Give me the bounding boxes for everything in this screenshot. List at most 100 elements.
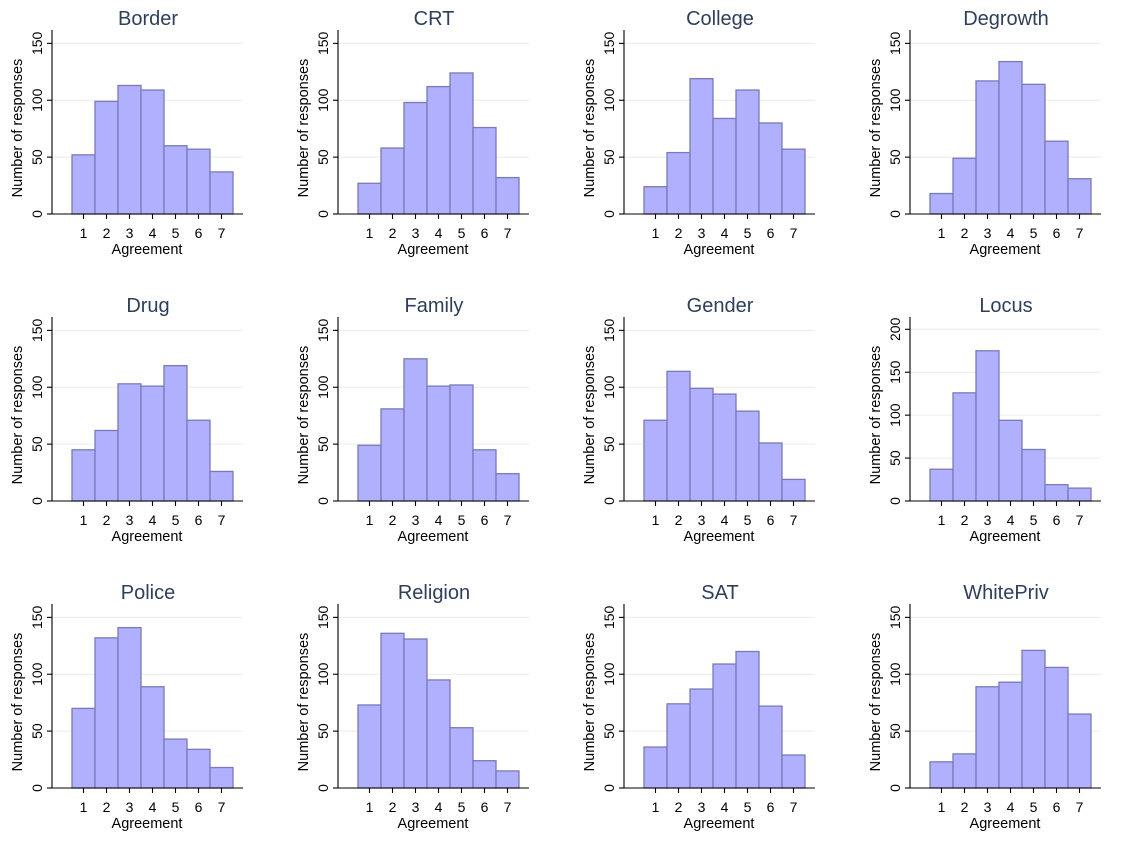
x-tick-label: 5 — [1030, 799, 1038, 815]
x-tick-label: 5 — [458, 512, 466, 528]
bar-7 — [495, 176, 520, 215]
x-tick-label: 4 — [435, 225, 443, 241]
histogram-svg: CRT 0 50 100 150 1 2 3 4 5 6 7 Agreement Number of re… — [296, 8, 529, 258]
bar-5 — [735, 89, 760, 215]
bar-2 — [94, 429, 119, 502]
bar-2 — [380, 147, 405, 215]
bar-2 — [666, 703, 691, 789]
x-axis-label: Agreement — [398, 816, 469, 832]
x-tick-label: 3 — [698, 799, 706, 815]
y-axis-label: Number of responses — [10, 59, 26, 198]
x-tick-label: 6 — [767, 225, 775, 241]
y-axis-label: Number of responses — [582, 633, 598, 772]
y-tick-label: 50 — [601, 149, 617, 165]
bar-5 — [449, 384, 474, 502]
bar-2 — [952, 157, 977, 215]
bar-1 — [357, 444, 382, 502]
x-tick-label: 5 — [172, 225, 180, 241]
x-tick-label: 6 — [767, 512, 775, 528]
y-tick-label: 150 — [315, 605, 331, 629]
bar-1 — [71, 154, 96, 215]
y-tick-label: 150 — [601, 318, 617, 342]
x-tick-label: 5 — [1030, 225, 1038, 241]
x-tick-label: 2 — [961, 799, 969, 815]
bar-6 — [186, 148, 211, 215]
bar-1 — [643, 746, 668, 789]
x-tick-label: 1 — [80, 512, 88, 528]
bar-1 — [929, 192, 954, 215]
histogram-panel-college: College 0 50 100 150 1 2 3 4 5 6 7 Agreement Number o… — [572, 0, 858, 287]
bar-3 — [689, 77, 714, 215]
y-tick-label: 50 — [601, 723, 617, 739]
x-axis-label: Agreement — [112, 816, 183, 832]
bar-4 — [712, 663, 737, 789]
y-tick-label: 150 — [601, 31, 617, 55]
histogram-svg: Degrowth 0 50 100 150 1 2 3 4 5 6 7 Agreement Number … — [868, 8, 1101, 258]
x-tick-label: 2 — [675, 225, 683, 241]
y-tick-label: 100 — [601, 88, 617, 112]
x-tick-label: 1 — [80, 225, 88, 241]
histogram-svg: Border 0 50 100 150 1 2 3 4 5 6 7 Agreement Number of… — [10, 8, 243, 258]
y-tick-label: 50 — [29, 436, 45, 452]
y-tick-label: 200 — [887, 317, 903, 341]
bar-6 — [758, 122, 783, 215]
x-tick-label: 4 — [149, 225, 157, 241]
y-tick-label: 100 — [29, 662, 45, 686]
histogram-panel-border: Border 0 50 100 150 1 2 3 4 5 6 7 Agreement Number of… — [0, 0, 286, 287]
bar-3 — [689, 688, 714, 789]
bar-5 — [449, 72, 474, 215]
y-tick-label: 150 — [887, 31, 903, 55]
y-tick-label: 150 — [29, 31, 45, 55]
bar-6 — [758, 705, 783, 789]
y-tick-label: 100 — [315, 375, 331, 399]
bar-5 — [735, 410, 760, 502]
x-tick-label: 6 — [767, 799, 775, 815]
x-tick-label: 3 — [984, 512, 992, 528]
chart-title: Border — [118, 8, 178, 30]
x-tick-label: 3 — [984, 799, 992, 815]
chart-title: Gender — [687, 295, 754, 317]
y-axis-label: Number of responses — [10, 633, 26, 772]
histogram-panel-whitepriv: WhitePriv 0 50 100 150 1 2 3 4 5 6 7 Agreement Number… — [858, 574, 1144, 861]
bar-7 — [495, 473, 520, 502]
x-axis-label: Agreement — [112, 529, 183, 545]
bar-2 — [666, 151, 691, 215]
y-tick-label: 50 — [315, 149, 331, 165]
x-tick-label: 5 — [458, 799, 466, 815]
histogram-panel-family: Family 0 50 100 150 1 2 3 4 5 6 7 Agreement Number of… — [286, 287, 572, 574]
bar-3 — [117, 84, 142, 215]
chart-title: Police — [121, 582, 175, 604]
y-tick-label: 0 — [29, 210, 45, 218]
x-tick-label: 4 — [1007, 225, 1015, 241]
x-tick-label: 7 — [1076, 225, 1084, 241]
y-axis-label: Number of responses — [868, 59, 884, 198]
bar-2 — [952, 392, 977, 502]
histogram-panel-drug: Drug 0 50 100 150 1 2 3 4 5 6 7 Agreement Number of r… — [0, 287, 286, 574]
x-tick-label: 2 — [961, 225, 969, 241]
histogram-svg: Religion 0 50 100 150 1 2 3 4 5 6 7 Agreement Number … — [296, 582, 529, 832]
bar-4 — [426, 85, 451, 215]
y-tick-label: 100 — [315, 88, 331, 112]
y-tick-label: 0 — [601, 210, 617, 218]
y-tick-label: 0 — [887, 210, 903, 218]
x-tick-label: 6 — [1053, 799, 1061, 815]
bar-4 — [426, 385, 451, 502]
bar-1 — [357, 182, 382, 215]
y-tick-label: 150 — [315, 318, 331, 342]
y-tick-label: 0 — [315, 784, 331, 792]
y-tick-label: 150 — [887, 605, 903, 629]
bar-3 — [975, 350, 1000, 502]
bar-3 — [403, 638, 428, 789]
histogram-panel-religion: Religion 0 50 100 150 1 2 3 4 5 6 7 Agreement Number … — [286, 574, 572, 861]
x-tick-label: 7 — [1076, 512, 1084, 528]
x-tick-label: 5 — [744, 799, 752, 815]
x-tick-label: 4 — [1007, 799, 1015, 815]
histogram-svg: Drug 0 50 100 150 1 2 3 4 5 6 7 Agreement Number of r… — [10, 295, 243, 545]
x-tick-label: 7 — [1076, 799, 1084, 815]
bar-4 — [712, 393, 737, 502]
x-tick-label: 7 — [790, 225, 798, 241]
y-tick-label: 50 — [887, 149, 903, 165]
histogram-panel-gender: Gender 0 50 100 150 1 2 3 4 5 6 7 Agreement Number of… — [572, 287, 858, 574]
bar-1 — [929, 761, 954, 789]
x-tick-label: 2 — [389, 799, 397, 815]
